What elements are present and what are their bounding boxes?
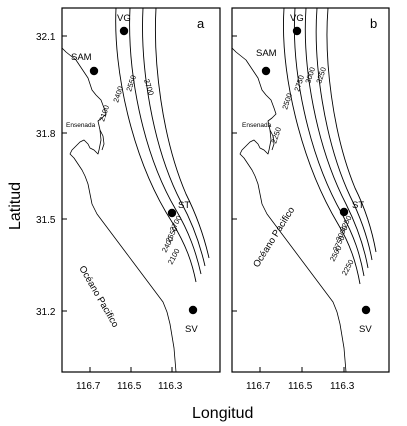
panel-a-site-st-marker [167, 208, 177, 218]
panel-a-contour-2 [129, 7, 202, 275]
panel-a-site-sv-marker [188, 305, 198, 315]
panel-a-site-sam-label: SAM [71, 52, 92, 63]
panel-b-lon-tick-label: 116.3 [330, 381, 355, 392]
panel-b-coastline [231, 47, 347, 373]
panel-a-site-sv-label: SV [185, 324, 198, 335]
panel-b-contour-1 [283, 7, 361, 285]
panel-b-site-st-label: ST [352, 200, 364, 211]
panel-b-site-st-marker [339, 207, 349, 217]
panel-a-site-vg-marker [119, 26, 129, 36]
panel-a-coastline [61, 47, 177, 373]
panel-b-site-vg-label: VG [290, 13, 304, 24]
panel-a-site-sam-marker [89, 66, 99, 76]
panel-b-bay-inner [269, 129, 275, 151]
lat-tick-label: 31.5 [36, 215, 56, 226]
panel-a-site-vg-label: VG [117, 13, 131, 24]
panel-a-letter: a [197, 16, 205, 31]
panel-b-lon-tick-label: 116.5 [288, 381, 313, 392]
panel-b-contour-3 [304, 7, 369, 269]
panel-b-lon-tick-label: 116.7 [246, 381, 271, 392]
longitude-axis: 116.7 116.5 116.3 116.7 116.5 116.3 Long… [76, 381, 355, 422]
map-panel-a: 2100 2400 2550 2700 2700 2550 2400 2100 … [61, 7, 221, 373]
panel-b-site-sv-marker [361, 305, 371, 315]
panel-a-site-st-label: ST [178, 200, 190, 211]
panel-b-ensenada-label: Ensenada [242, 122, 272, 129]
panel-b-contour-5 [326, 7, 377, 253]
panel-a-lon-tick-label: 116.7 [76, 381, 101, 392]
panel-a-contour-3 [142, 7, 206, 267]
panel-b-site-sam-label: SAM [256, 48, 277, 59]
lat-tick-label: 31.8 [36, 129, 56, 140]
panel-a-contour-1 [115, 7, 197, 283]
panel-b-frame [231, 7, 390, 373]
panel-b-site-vg-marker [292, 26, 302, 36]
x-axis-title: Longitud [192, 405, 253, 422]
latitude-axis: 32.1 31.8 31.5 31.2 Latitud [7, 32, 56, 318]
panel-a-contour-4 [155, 7, 210, 259]
map-panel-b: 2250 2500 2750 3000 3250 3250 3000 2750 … [231, 7, 390, 373]
panel-b-site-sam-marker [261, 66, 271, 76]
lat-tick-label: 31.2 [36, 307, 56, 318]
panel-a-lon-tick-label: 116.3 [158, 381, 183, 392]
panel-b-contour-2 [294, 7, 365, 277]
lat-tick-label: 32.1 [36, 32, 56, 43]
y-axis-title: Latitud [7, 182, 24, 230]
panel-a-lon-tick-label: 116.5 [117, 381, 142, 392]
panel-b-contour-4 [315, 7, 373, 261]
panel-b-site-sv-label: SV [359, 324, 372, 335]
panel-a-bay-inner [99, 129, 105, 151]
panel-a-ensenada-label: Ensenada [66, 122, 96, 129]
panel-b-letter: b [370, 16, 377, 31]
